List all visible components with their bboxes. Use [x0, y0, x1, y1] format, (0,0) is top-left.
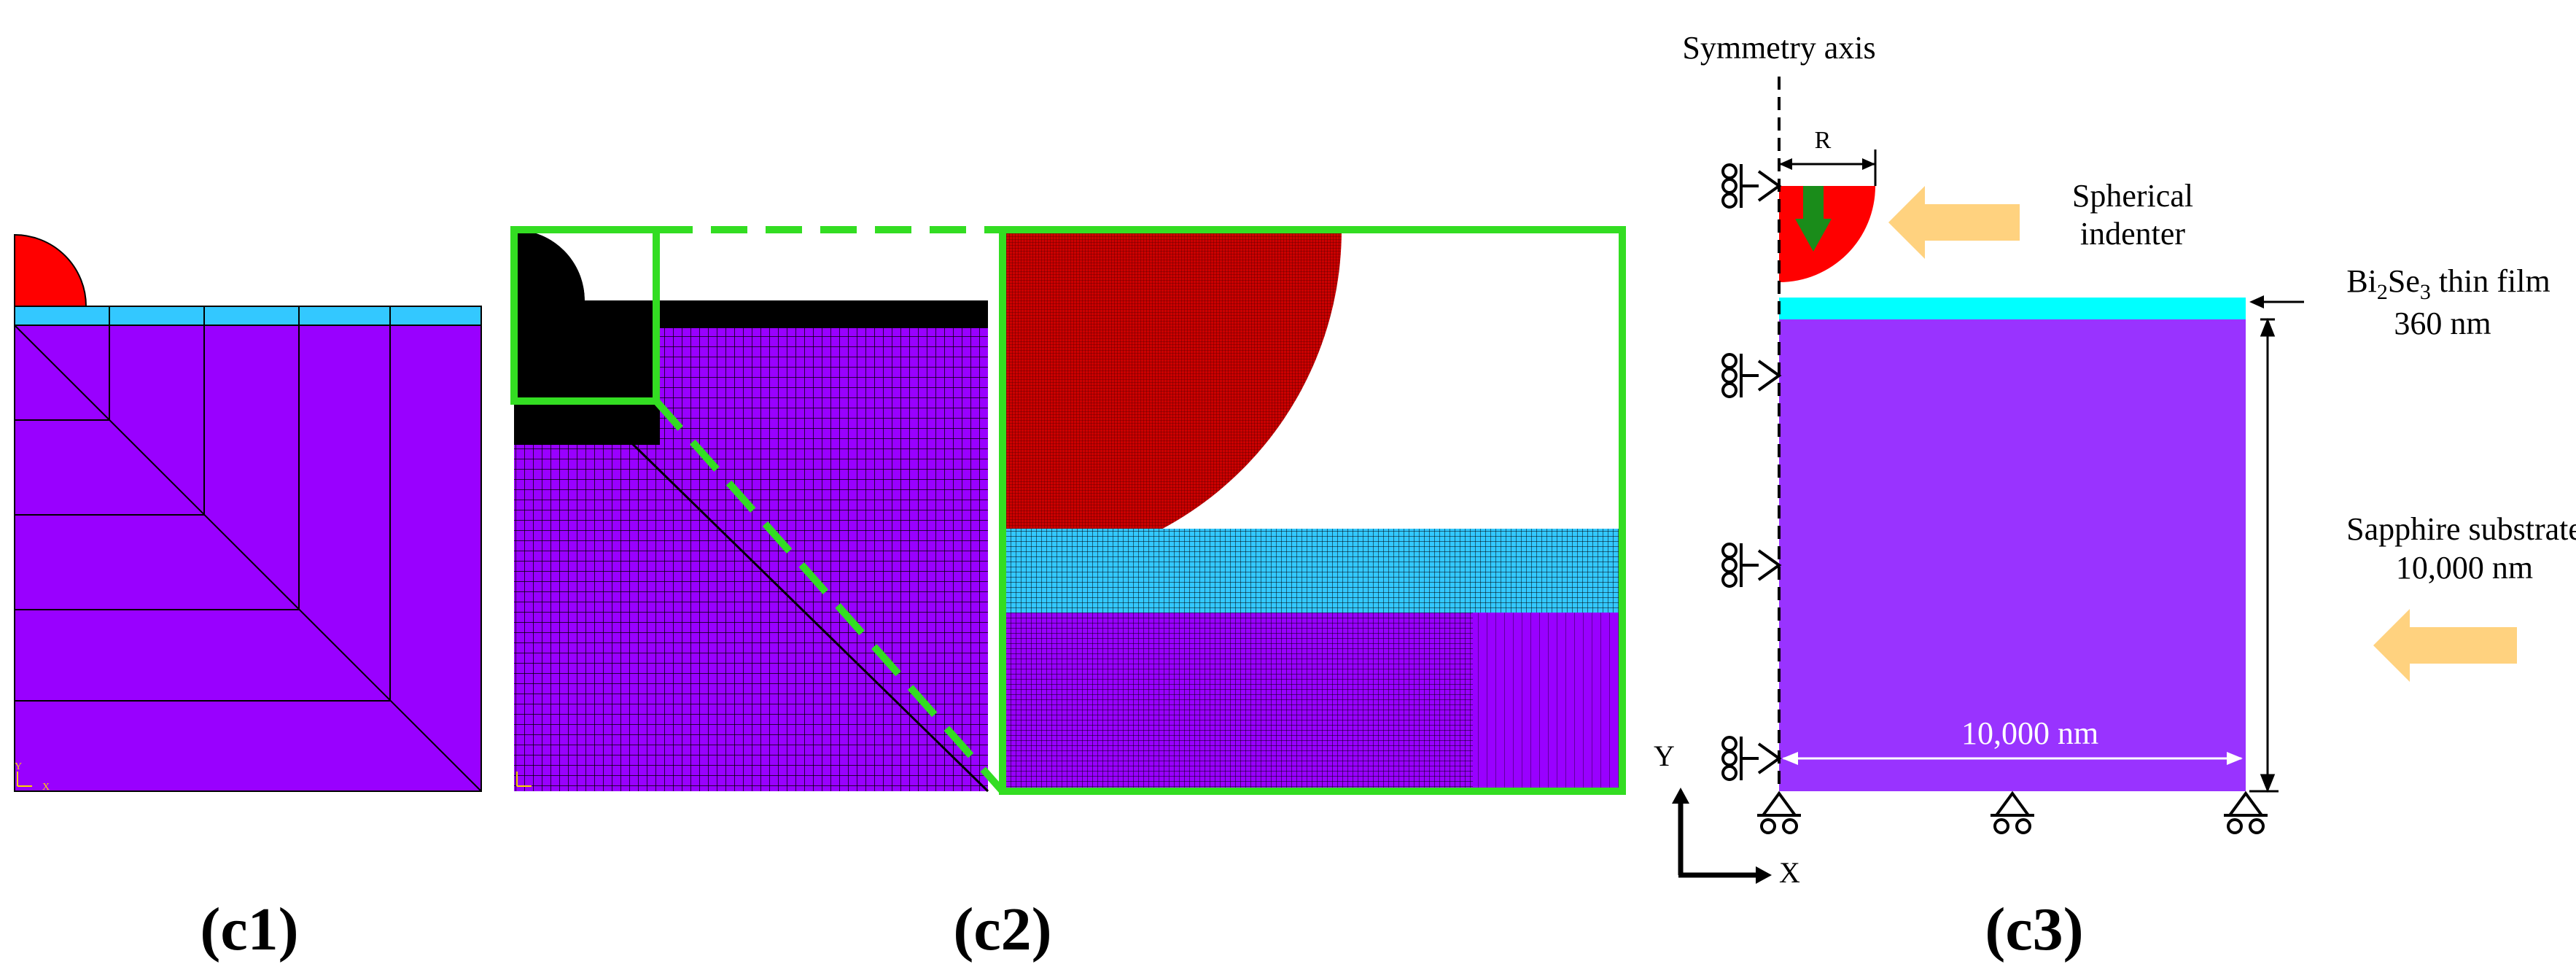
substrate-label-2: 10,000 nm	[2396, 550, 2533, 586]
c2-highlight-box	[510, 226, 660, 405]
substrate-pointer-arrow-icon	[2373, 609, 2517, 682]
roller-support-icon	[1721, 736, 1782, 781]
symmetry-axis-label: Symmetry axis	[1682, 30, 1875, 66]
c1-axis-triad: Y X	[15, 761, 50, 793]
c2-dense-corner	[514, 328, 660, 445]
c2-indenter-white	[514, 230, 656, 300]
film-pointer-icon	[2249, 295, 2304, 308]
c2-top-white	[656, 230, 988, 300]
zoom-indenter-mesh	[1003, 230, 1342, 569]
roller-support-icon	[2224, 791, 2268, 834]
c1-indenter	[14, 233, 87, 307]
c1-axis-x: X	[42, 782, 50, 793]
c2-axis-triad	[516, 772, 532, 787]
film-label: Bi2Se3 thin film	[2346, 263, 2550, 304]
c2-zoom-frame	[999, 226, 1626, 795]
y-axis-label: Y	[1654, 739, 1675, 772]
roller-support-icon	[1721, 163, 1782, 209]
c3-label: (c3)	[1985, 896, 2083, 963]
c1-label: (c1)	[200, 896, 298, 963]
bottom-roller-supports	[1757, 791, 2268, 834]
xy-axes: Y X	[1654, 739, 1800, 889]
c2-film-band	[514, 300, 988, 328]
radius-dimension: R	[1779, 127, 1877, 186]
substrate-label-1: Sapphire substrate	[2346, 511, 2576, 547]
load-arrow-icon	[1795, 186, 1832, 252]
width-dimension: 10,000 nm	[1782, 715, 2243, 765]
c1-partition-lines	[14, 306, 482, 792]
width-label: 10,000 nm	[1961, 715, 2098, 751]
panel-c3: Symmetry axis R	[1654, 30, 2576, 963]
c1-axis-y: Y	[15, 761, 22, 772]
panel-c2: (c2)	[510, 226, 1626, 963]
height-dimension	[2249, 317, 2279, 793]
c2-label: (c2)	[953, 896, 1051, 963]
c2-zoom-inset	[1003, 230, 1622, 791]
roller-support-icon	[1721, 543, 1782, 588]
panel-c1: Y X (c1)	[14, 233, 482, 963]
roller-support-icon	[1757, 791, 1801, 834]
c1-film	[14, 306, 482, 326]
roller-support-icon	[1721, 353, 1782, 398]
c2-zoom-line-diag	[653, 398, 1005, 794]
zoom-film-mesh	[1003, 529, 1622, 613]
c3-film	[1779, 298, 2246, 319]
zoom-substrate-mesh	[1003, 613, 1473, 791]
indenter-label-2: indenter	[2080, 216, 2186, 252]
left-roller-supports	[1721, 163, 1782, 781]
roller-support-icon	[1991, 791, 2034, 834]
indenter-pointer-arrow-icon	[1888, 186, 2020, 259]
c3-indenter	[1779, 186, 1875, 282]
x-axis-label: X	[1779, 856, 1800, 889]
c3-substrate	[1779, 319, 2246, 791]
c2-diagonal	[513, 327, 989, 793]
indenter-label-1: Spherical	[2072, 178, 2193, 214]
zoom-substrate-mesh-coarse	[1473, 613, 1622, 791]
film-thickness-label: 360 nm	[2394, 306, 2491, 341]
c2-indenter	[514, 230, 585, 300]
radius-label: R	[1815, 127, 1832, 154]
